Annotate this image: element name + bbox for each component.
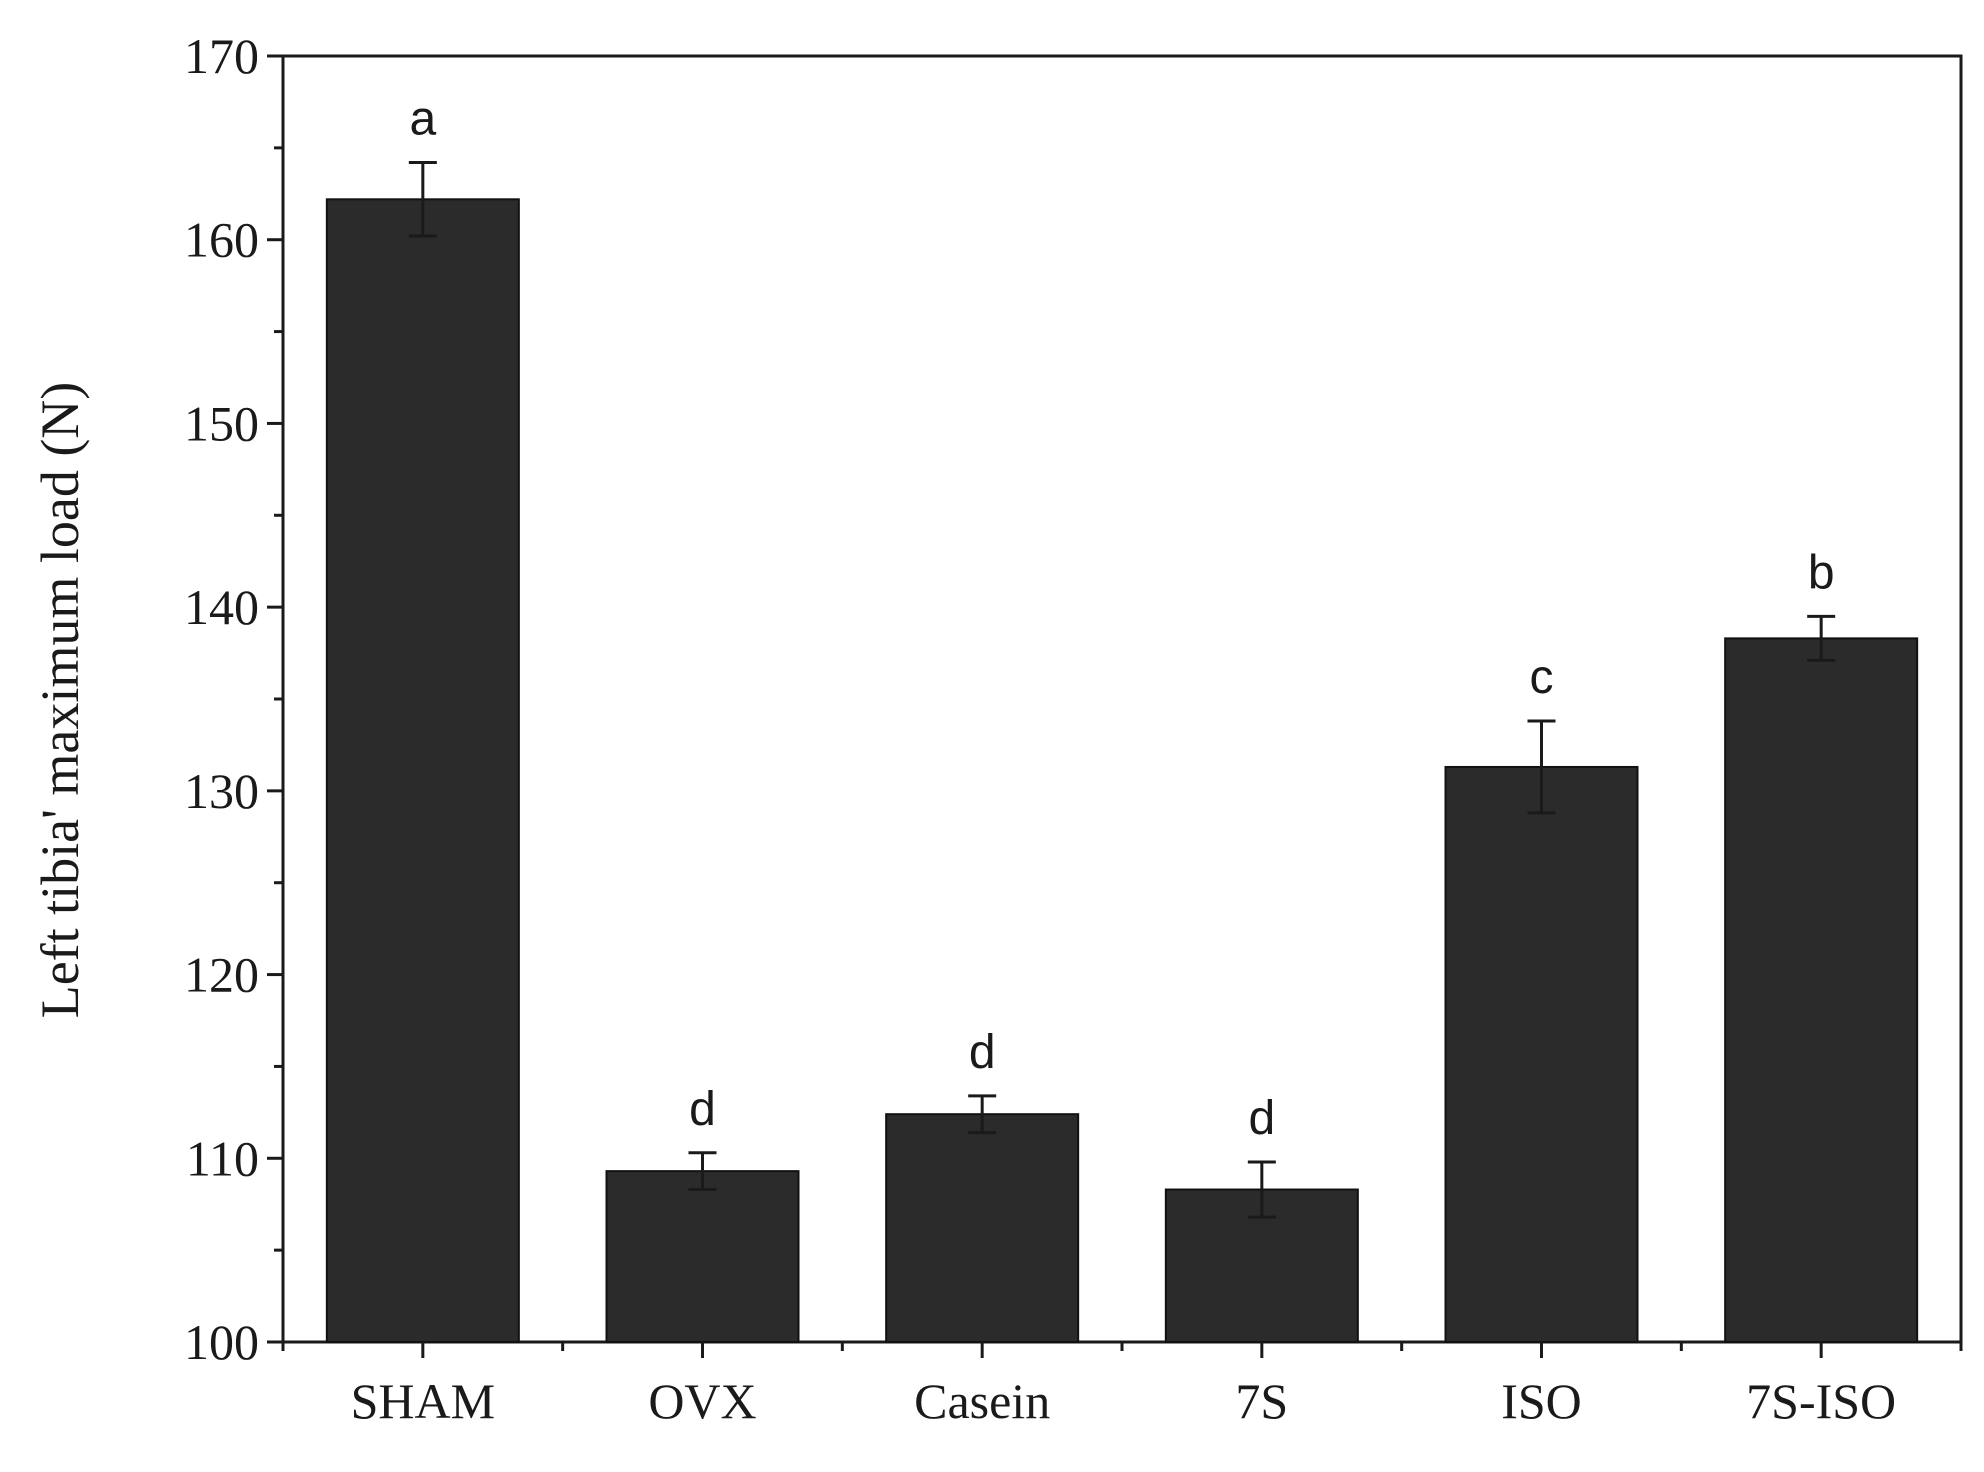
error-bar [1247,1160,1276,1219]
significance-letter: a [409,93,436,146]
error-bar [688,1151,717,1192]
y-tick-label: 130 [184,763,259,819]
x-tick-label: OVX [648,1373,756,1429]
bar [1444,765,1639,1343]
x-tick-label: Casein [914,1373,1050,1429]
x-tick-label: ISO [1501,1373,1582,1429]
x-tick-label: 7S-ISO [1746,1373,1896,1429]
y-tick-label: 110 [186,1130,259,1186]
y-tick-label: 150 [184,395,259,451]
y-tick-label: 160 [184,212,259,268]
significance-labels: a d d d c b [409,93,1834,1145]
plot-border [281,54,1963,1344]
error-bar [1807,614,1836,662]
y-tick-label: 120 [184,947,259,1003]
significance-letter: d [689,1083,716,1136]
significance-letter: d [969,1026,996,1079]
bar [885,1113,1080,1344]
y-axis-title: Left tibia' maximum load (N) [30,382,90,1019]
x-tick-label: 7S [1235,1373,1288,1429]
y-tick-label: 140 [184,579,259,635]
bar [1724,637,1919,1343]
error-bars [408,161,1836,1219]
bars [325,198,1919,1344]
bar [605,1170,800,1344]
error-bar [408,161,437,238]
significance-letter: c [1530,651,1554,704]
significance-letter: d [1248,1092,1275,1145]
bar [325,198,520,1344]
x-tick-label: SHAM [351,1373,495,1429]
error-bar [1527,719,1556,815]
plot-frame [281,54,1963,1344]
significance-letter: b [1808,546,1835,599]
error-bar [968,1094,997,1135]
y-tick-label: 100 [184,1314,259,1370]
x-axis: SHAM OVX Casein 7S ISO 7S-ISO [281,1342,1963,1429]
y-axis: 100 110 120 130 140 150 160 170 [184,28,283,1370]
y-tick-label: 170 [184,28,259,84]
